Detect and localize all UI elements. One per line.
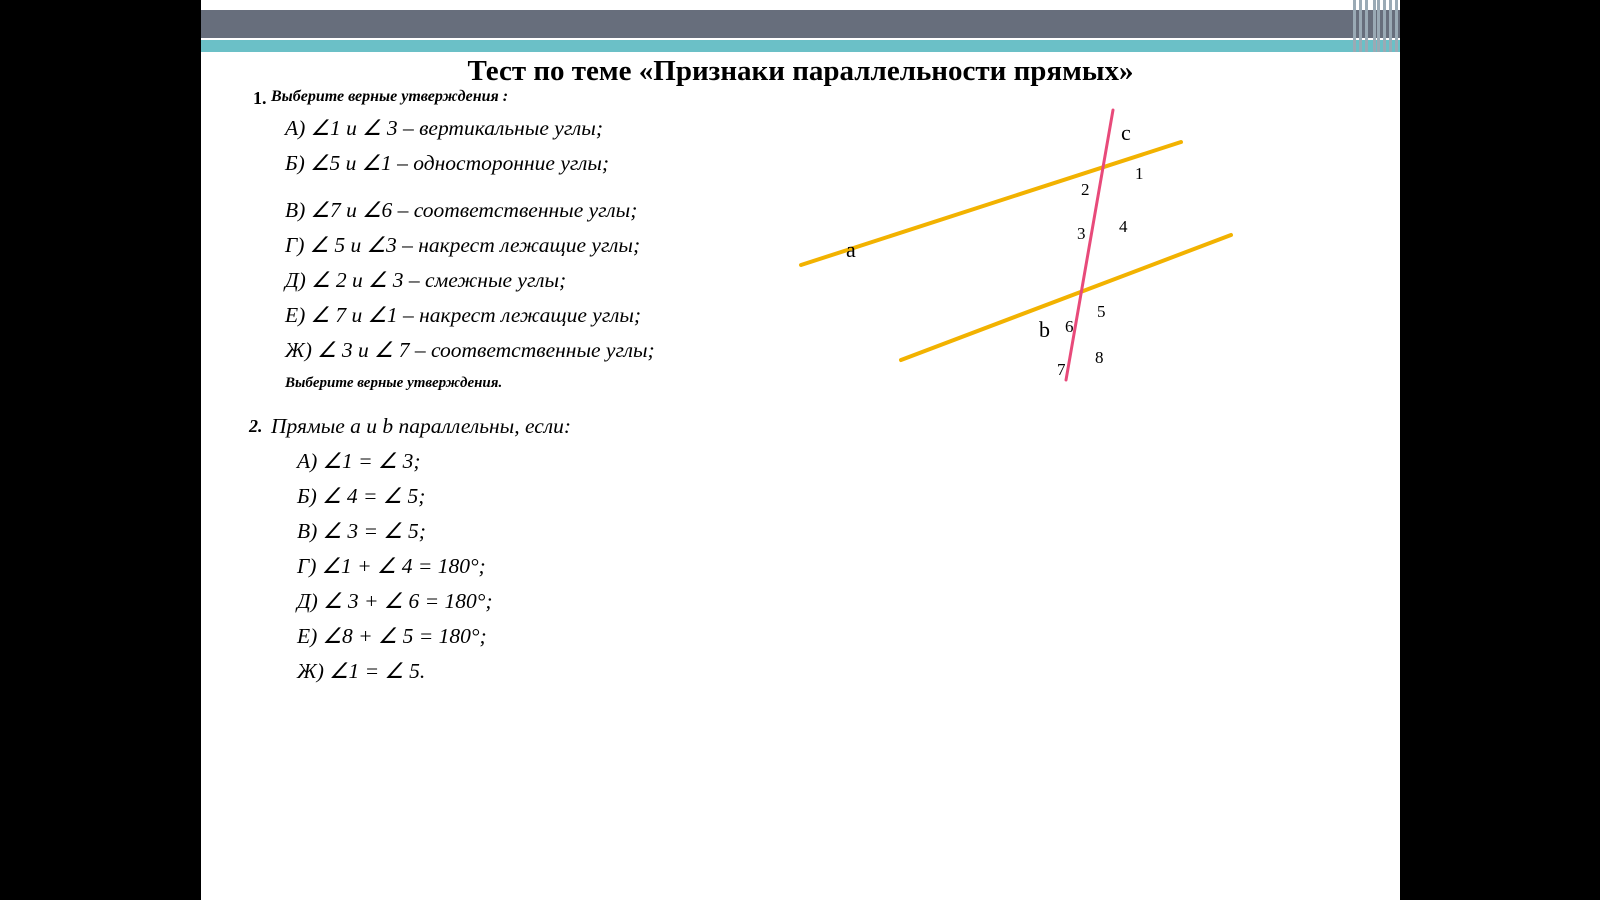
svg-text:3: 3 (1077, 224, 1086, 243)
q2-stem: Прямые а и b параллельны, если: (271, 414, 571, 438)
svg-text:5: 5 (1097, 302, 1106, 321)
q1-opt-e: Е) ∠ 7 и ∠1 – накрест лежащие углы; (285, 303, 791, 328)
svg-text:2: 2 (1081, 180, 1090, 199)
q1-note: Выберите верные утверждения. (285, 375, 791, 392)
q2-opt-zh: Ж) ∠1 = ∠ 5. (297, 659, 791, 684)
angles-diagram: a b c1 2 3 4 5 6 7 8 (781, 100, 1241, 400)
q2-opt-e: Е) ∠8 + ∠ 5 = 180°; (297, 624, 791, 649)
header-right-bars (1350, 0, 1400, 52)
diagram-svg: a b c1 2 3 4 5 6 7 8 (781, 100, 1241, 400)
svg-text:a: a (846, 237, 856, 262)
slide: Тест по теме «Признаки параллельности пр… (201, 0, 1400, 900)
q1-opt-a: А) ∠1 и ∠ 3 – вертикальные углы; (285, 116, 791, 141)
header-stripe-dark (201, 10, 1400, 38)
svg-text:4: 4 (1119, 217, 1128, 236)
svg-text:c: c (1121, 120, 1131, 145)
svg-text:1: 1 (1135, 164, 1144, 183)
q2-opt-d: Д) ∠ 3 + ∠ 6 = 180°; (297, 589, 791, 614)
q1-opt-d: Д) ∠ 2 и ∠ 3 – смежные углы; (285, 268, 791, 293)
q2-number: 2. (249, 416, 263, 437)
q2-opt-v: В) ∠ 3 = ∠ 5; (297, 519, 791, 544)
q1-opt-g: Г) ∠ 5 и ∠3 – накрест лежащие углы; (285, 233, 791, 258)
q2-opt-g: Г) ∠1 + ∠ 4 = 180°; (297, 554, 791, 579)
q1-instruction: Выберите верные утверждения : (271, 88, 791, 106)
q1-number: 1. (253, 88, 267, 109)
slide-title: Тест по теме «Признаки параллельности пр… (201, 55, 1400, 88)
header-stripe-teal (201, 40, 1400, 52)
svg-text:6: 6 (1065, 317, 1074, 336)
svg-text:b: b (1039, 317, 1050, 342)
q2-block: 2. Прямые а и b параллельны, если: (271, 414, 791, 439)
svg-text:8: 8 (1095, 348, 1104, 367)
q1-opt-b: Б) ∠5 и ∠1 – односторонние углы; (285, 151, 791, 176)
q2-opt-a: А) ∠1 = ∠ 3; (297, 449, 791, 474)
svg-text:7: 7 (1057, 360, 1066, 379)
q1-opt-zh: Ж) ∠ 3 и ∠ 7 – соответственные углы; (285, 338, 791, 363)
content-area: 1. Выберите верные утверждения : А) ∠1 и… (271, 88, 791, 694)
q2-opt-b: Б) ∠ 4 = ∠ 5; (297, 484, 791, 509)
q1-opt-v: В) ∠7 и ∠6 – соответственные углы; (285, 198, 791, 223)
